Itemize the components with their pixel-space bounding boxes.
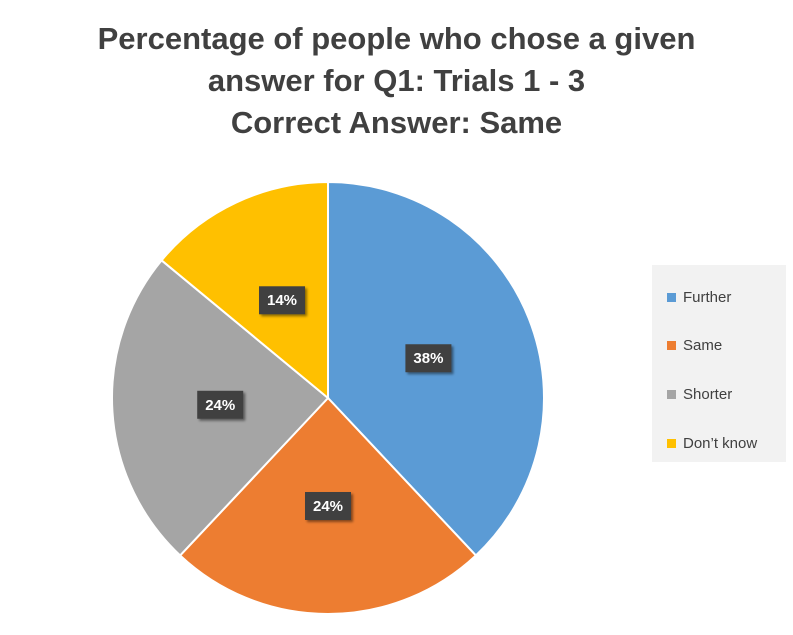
data-label-box-dont-know: [259, 286, 306, 315]
chart-title: Percentage of people who chose a given a…: [0, 18, 793, 144]
data-label-further: 38%: [405, 344, 452, 373]
data-label-box-shorter: [197, 390, 244, 419]
legend-item-dont-know: Don’t know: [667, 433, 757, 453]
legend-item-further: Further: [667, 287, 731, 307]
data-label-text-same: 24%: [313, 498, 343, 515]
chart-title-line-1: Percentage of people who chose a given: [97, 21, 696, 56]
pie-slice-dont-know: [160, 180, 329, 401]
legend-swatch-same: [667, 340, 676, 350]
legend-swatch-further: [667, 292, 676, 302]
legend-label-same: Same: [683, 336, 723, 354]
data-label-same: 24%: [305, 492, 351, 520]
data-label-box-further: [405, 344, 452, 373]
data-label-text-further: 38%: [413, 350, 443, 367]
legend-label-further: Further: [683, 288, 732, 306]
pie-slices: [111, 180, 545, 615]
legend-label-shorter: Shorter: [683, 385, 733, 403]
data-label-shorter: 24%: [197, 390, 244, 419]
legend-label-dont-know: Don’t know: [683, 434, 758, 452]
legend-item-same: Same: [667, 335, 722, 355]
legend-item-shorter: Shorter: [667, 384, 732, 404]
data-label-text-shorter: 24%: [205, 397, 235, 414]
data-label-text-dont-know: 14%: [267, 292, 297, 309]
legend-swatch-dont-know: [667, 438, 676, 448]
legend: Further Same Shorter Don’t know: [652, 265, 786, 462]
data-label-box-same: [305, 492, 351, 520]
chart-title-line-2: answer for Q1: Trials 1 - 3: [207, 63, 586, 98]
legend-swatch-shorter: [667, 389, 676, 399]
pie-data-labels: 38% 24% 24% 14%: [197, 286, 452, 520]
chart-title-line-3: Correct Answer: Same: [230, 105, 563, 140]
data-label-dont-know: 14%: [259, 286, 306, 315]
